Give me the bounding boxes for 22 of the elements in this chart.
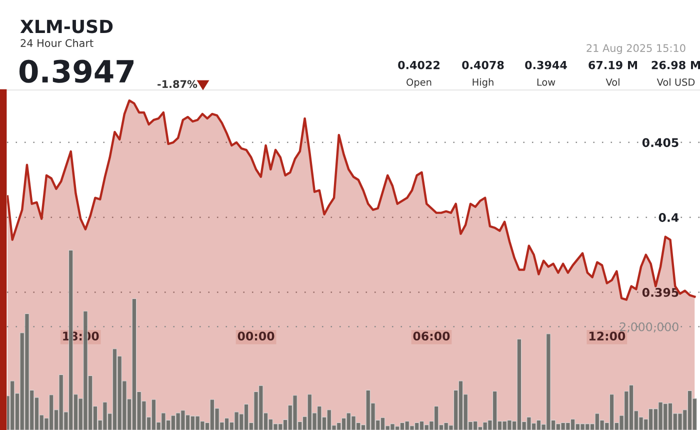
text: 67.19 M: [588, 60, 638, 70]
text: High: [472, 78, 494, 88]
text: 0.3947: [19, 60, 134, 83]
chart-title: XLM-USD: [20, 20, 113, 34]
text: 0.4078: [462, 60, 504, 70]
text: -1.87%: [158, 80, 198, 88]
text: Low: [537, 78, 556, 86]
x-tick-label: 00:00: [238, 332, 274, 341]
text: 21 Aug 2025 15:10: [586, 44, 686, 54]
chart-subtitle: 24 Hour Chart: [20, 38, 94, 48]
text: 0.4022: [398, 60, 440, 70]
y2-tick-label: 2,000,000: [620, 322, 678, 333]
y-tick-label: 0.4: [658, 213, 679, 222]
text: Vol USD: [656, 78, 695, 86]
y-tick-label: 0.395: [642, 288, 678, 297]
x-tick-label: 06:00: [413, 332, 450, 341]
y-tick-label: 0.405: [642, 138, 678, 148]
text: 0.3944: [525, 60, 567, 70]
text: Vol: [606, 78, 620, 86]
x-tick-label: 12:00: [589, 332, 626, 341]
text: 26.98 M: [652, 60, 700, 70]
text: Open: [406, 78, 432, 88]
